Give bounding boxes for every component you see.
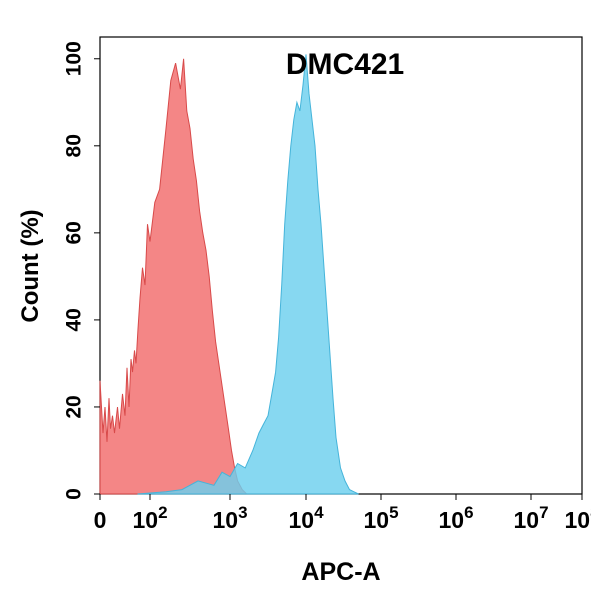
x-tick-label: 107 — [513, 503, 548, 533]
x-tick-label: 105 — [363, 503, 398, 533]
x-tick-label: 108 — [564, 503, 591, 533]
y-tick-label: 20 — [63, 395, 86, 418]
x-tick-label: 102 — [132, 503, 167, 533]
x-tick-label: 0 — [94, 507, 107, 533]
y-tick-label: 100 — [63, 41, 86, 76]
x-tick-label: 104 — [288, 503, 324, 533]
y-tick-label: 60 — [63, 221, 86, 244]
series-1-area — [99, 58, 248, 495]
x-tick-label: 106 — [438, 503, 473, 533]
series-layer — [99, 54, 359, 495]
series-2-area — [137, 54, 359, 495]
y-axis-label: Count (%) — [17, 209, 44, 322]
x-tick-label: 103 — [212, 503, 247, 533]
y-tick-label: 40 — [63, 308, 86, 331]
chart-title: DMC421 — [286, 48, 404, 81]
y-tick-label: 0 — [63, 488, 86, 500]
x-axis-ticks: 0 102 103 104 105 106 107 108 — [94, 494, 591, 533]
y-axis-ticks: 0 20 40 60 80 100 — [63, 41, 100, 500]
y-tick-label: 80 — [63, 134, 86, 157]
x-axis-label: APC-A — [301, 558, 380, 586]
